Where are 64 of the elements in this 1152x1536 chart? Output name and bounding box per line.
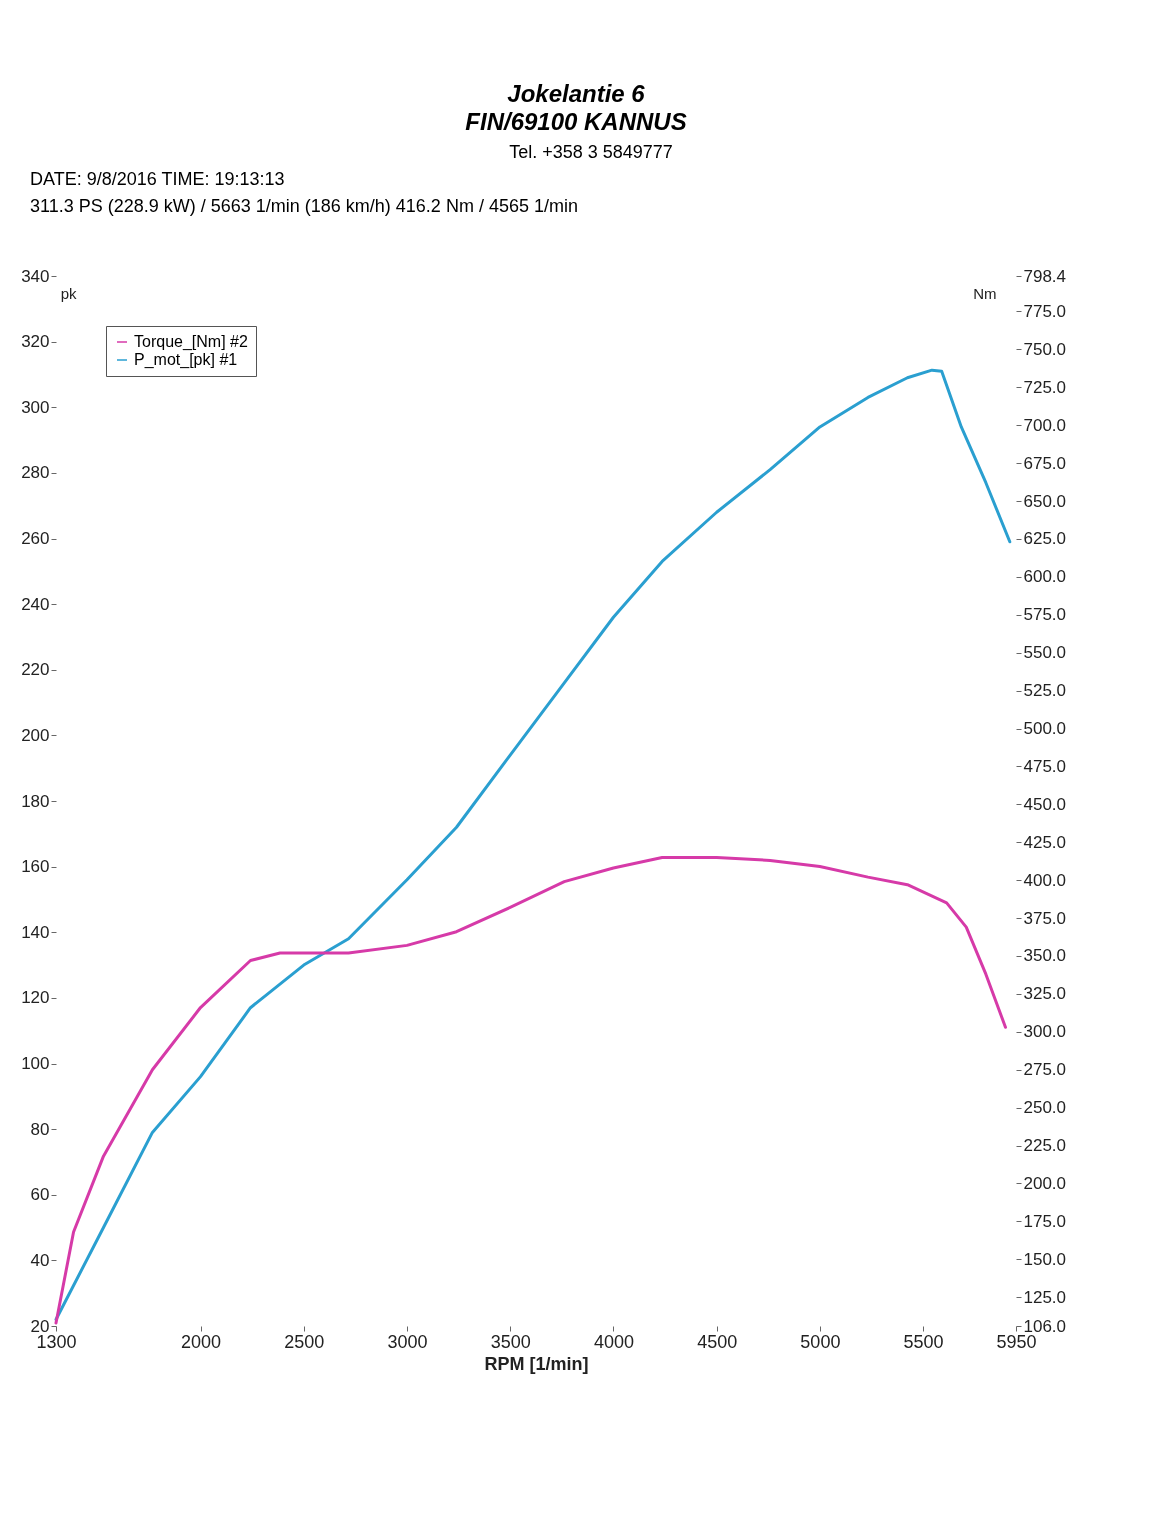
text: 311.3 PS (228.9 kW) / 5663 1/min (186 km/h) 416.2 Nm / 4565 1/min bbox=[29, 196, 579, 217]
y2-tick-label: 675.0 bbox=[1023, 453, 1067, 473]
y-tick-label: 140 bbox=[21, 922, 50, 942]
y2-tick-label: 798.4 bbox=[1023, 266, 1067, 286]
y2-tick-label: 225.0 bbox=[1023, 1136, 1067, 1156]
y-tick-label: 320 bbox=[21, 332, 50, 352]
x-tick-label: 4000 bbox=[593, 1331, 634, 1352]
x-tick-label: 5500 bbox=[903, 1331, 944, 1352]
chart-subtitle: FIN/69100 KANNUS bbox=[464, 108, 688, 136]
y-tick-label: 260 bbox=[21, 529, 50, 548]
y2-tick-label: 250.0 bbox=[1023, 1098, 1067, 1118]
x-tick-label: 3000 bbox=[387, 1331, 428, 1352]
y2-tick-label: 750.0 bbox=[1023, 339, 1067, 359]
y2-tick-label: 275.0 bbox=[1023, 1060, 1067, 1080]
y2-tick-label: 650.0 bbox=[1023, 491, 1067, 511]
y2-tick-label: 300.0 bbox=[1023, 1022, 1067, 1042]
y-tick-label: 340 bbox=[21, 266, 50, 286]
y-tick-label: 40 bbox=[30, 1250, 50, 1270]
legend-label: P_mot_[pk] #1 bbox=[134, 351, 238, 369]
x-tick-label: 2000 bbox=[180, 1331, 222, 1352]
y2-tick-label: 325.0 bbox=[1023, 984, 1067, 1004]
x-tick-label: 5000 bbox=[800, 1331, 841, 1352]
line-series bbox=[54, 855, 1007, 1325]
y-tick-label: 100 bbox=[21, 1054, 50, 1073]
y2-tick-label: 725.0 bbox=[1023, 377, 1067, 397]
x-axis-title: RPM [1/min] bbox=[484, 1353, 589, 1374]
x-tick-label: 4500 bbox=[697, 1331, 738, 1352]
y2-tick-label: 600.0 bbox=[1023, 567, 1067, 587]
y-tick-label: 60 bbox=[30, 1185, 50, 1205]
y-axis-title: pk bbox=[60, 284, 77, 302]
y2-tick-label: 475.0 bbox=[1023, 756, 1067, 776]
y2-tick-label: 375.0 bbox=[1023, 908, 1067, 928]
y-tick-label: 80 bbox=[30, 1119, 50, 1139]
y2-tick-label: 175.0 bbox=[1023, 1211, 1067, 1231]
y2-tick-label: 575.0 bbox=[1023, 605, 1067, 625]
y2-tick-label: 775.0 bbox=[1023, 301, 1067, 321]
y2-tick-label: 525.0 bbox=[1023, 681, 1067, 701]
text: DATE: 9/8/2016 TIME: 19:13:13 bbox=[29, 169, 286, 190]
y2-tick-label: 500.0 bbox=[1023, 719, 1067, 739]
chart-title: Jokelantie 6 bbox=[506, 80, 646, 108]
y-tick-label: 200 bbox=[21, 725, 50, 745]
y2-tick-label: 425.0 bbox=[1023, 832, 1067, 852]
y-tick-label: 220 bbox=[21, 660, 50, 680]
legend-label: Torque_[Nm] #2 bbox=[134, 333, 248, 351]
y-tick-label: 280 bbox=[21, 463, 50, 483]
line-series bbox=[54, 368, 1012, 1321]
y2-tick-label: 125.0 bbox=[1023, 1287, 1067, 1307]
y-tick-label: 120 bbox=[21, 988, 50, 1008]
y-tick-label: 180 bbox=[21, 791, 50, 811]
y2-tick-label: 450.0 bbox=[1023, 794, 1067, 814]
y2-tick-label: 625.0 bbox=[1023, 529, 1067, 549]
y-tick-label: 160 bbox=[21, 857, 50, 877]
y-tick-label: 300 bbox=[21, 397, 50, 417]
y2-tick-label: 350.0 bbox=[1023, 946, 1067, 966]
y2-tick-label: 550.0 bbox=[1023, 643, 1067, 663]
y2-tick-label: 150.0 bbox=[1023, 1249, 1067, 1269]
y2-tick-label: 200.0 bbox=[1023, 1173, 1067, 1193]
y2-axis-title: Nm bbox=[973, 284, 997, 302]
x-tick-label: 2500 bbox=[284, 1331, 325, 1352]
y-tick-label: 240 bbox=[21, 594, 50, 614]
y2-tick-label: 400.0 bbox=[1023, 870, 1067, 890]
x-tick-label: 3500 bbox=[490, 1331, 531, 1352]
y2-tick-label: 700.0 bbox=[1023, 415, 1067, 435]
text: Tel. +358 3 5849777 bbox=[508, 142, 674, 163]
